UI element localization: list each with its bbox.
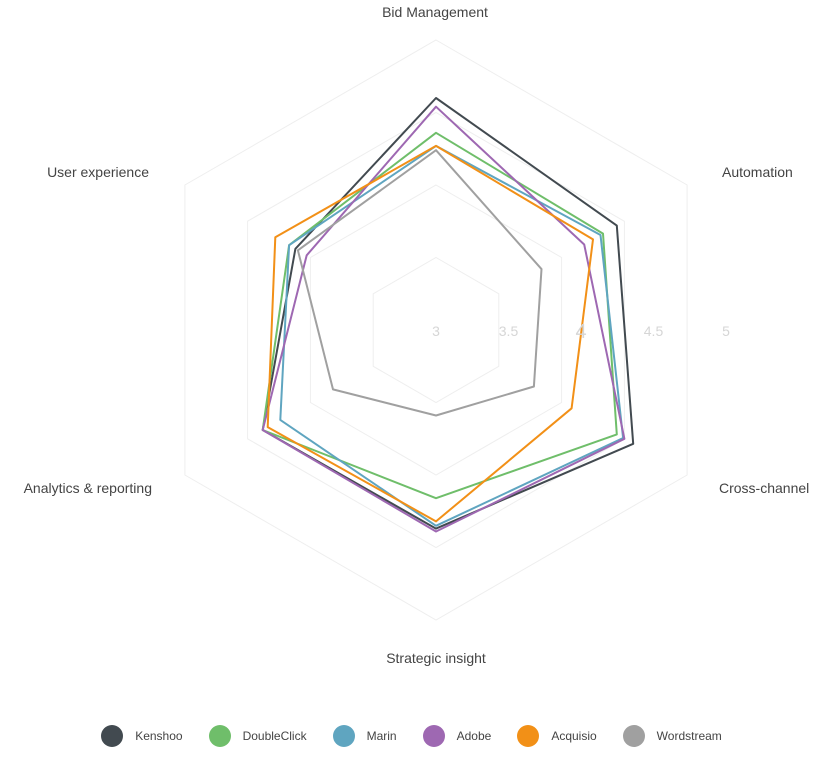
series-kenshoo[interactable] [261,97,635,530]
radial-tick-labels: 3 3.5 4 4.5 5 [432,321,730,343]
legend-label-acquisio: Acquisio [551,729,597,743]
axis-labels: Bid Management Automation Cross-channel … [24,4,810,666]
grid-ring-3-5 [372,256,500,404]
legend-label-kenshoo: Kenshoo [135,729,183,743]
legend-item-wordstream[interactable]: Wordstream [622,725,722,747]
axis-label-strategic-insight: Strategic insight [386,650,486,666]
legend: Kenshoo DoubleClick Marin Adobe Acquisio… [0,720,823,752]
legend-swatch-acquisio [517,725,540,747]
legend-item-adobe[interactable]: Adobe [422,725,492,747]
legend-item-acquisio[interactable]: Acquisio [517,725,597,747]
legend-swatch-wordstream [622,725,645,747]
tick-label-3-5: 3.5 [499,323,519,339]
axis-label-automation: Automation [722,164,793,180]
series-acquisio[interactable] [266,144,594,523]
axis-label-user-experience: User experience [47,164,149,180]
axis-label-cross-channel: Cross-channel [719,480,809,496]
series-wordstream[interactable] [296,149,543,417]
axis-label-bid-management: Bid Management [382,4,488,20]
tick-label-4-5: 4.5 [644,323,664,339]
legend-item-kenshoo[interactable]: Kenshoo [101,725,183,747]
legend-swatch-marin [332,725,355,747]
tick-label-3: 3 [432,323,440,339]
series-adobe[interactable] [261,105,626,533]
legend-label-adobe: Adobe [456,729,492,743]
legend-label-marin: Marin [366,729,397,743]
axis-label-analytics-reporting: Analytics & reporting [24,480,152,496]
legend-swatch-adobe [422,725,445,747]
grid-ring-4 [309,184,563,476]
grid-ring-5 [184,39,688,621]
legend-label-doubleclick: DoubleClick [242,729,307,743]
legend-swatch-kenshoo [101,725,124,747]
legend-item-marin[interactable]: Marin [332,725,397,747]
tick-label-5: 5 [722,323,730,339]
legend-label-wordstream: Wordstream [656,729,722,743]
radar-grid [184,39,688,621]
grid-ring-4-5 [247,111,625,549]
legend-swatch-doubleclick [208,725,231,747]
tick-label-4: 4 [575,321,586,343]
radar-series [261,97,635,533]
series-marin[interactable] [279,144,625,527]
legend-item-doubleclick[interactable]: DoubleClick [208,725,307,747]
